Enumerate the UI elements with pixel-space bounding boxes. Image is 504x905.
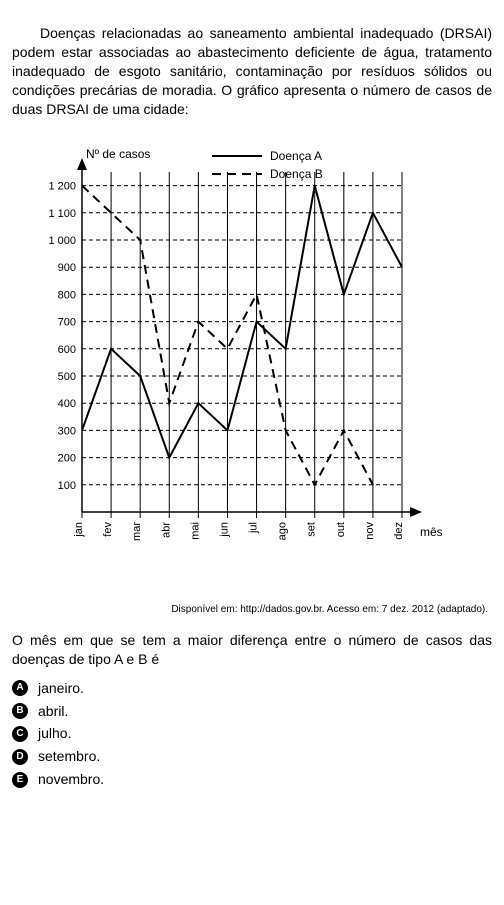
intro-paragraph: Doenças relacionadas ao saneamento ambie…: [12, 24, 492, 118]
option-text: novembro.: [38, 770, 104, 789]
option-bullet: C: [12, 726, 28, 742]
svg-text:mês: mês: [420, 525, 442, 539]
options-list: A janeiro. B abril. C julho. D setembro.…: [12, 679, 492, 789]
svg-text:jun: jun: [218, 522, 230, 538]
svg-text:500: 500: [58, 371, 76, 383]
svg-text:ago: ago: [277, 522, 289, 540]
option-bullet: E: [12, 772, 28, 788]
svg-text:nov: nov: [364, 522, 376, 540]
line-chart: Nº de casos 100 200 300 400 500 600 700 800 900 1 …: [12, 132, 442, 592]
option-d[interactable]: D setembro.: [12, 747, 492, 766]
svg-text:1 000: 1 000: [48, 235, 76, 247]
svg-text:jan: jan: [73, 522, 85, 538]
svg-text:dez: dez: [393, 522, 405, 540]
svg-text:300: 300: [58, 426, 76, 438]
svg-text:800: 800: [58, 290, 76, 302]
svg-text:100: 100: [58, 480, 76, 492]
svg-text:out: out: [335, 522, 347, 537]
chart-container: Nº de casos 100 200 300 400 500 600 700 800 900 1 …: [12, 132, 492, 597]
svg-text:600: 600: [58, 344, 76, 356]
option-bullet: B: [12, 703, 28, 719]
svg-text:1 200: 1 200: [48, 181, 76, 193]
svg-text:set: set: [306, 522, 318, 537]
svg-text:400: 400: [58, 399, 76, 411]
svg-text:1 100: 1 100: [48, 208, 76, 220]
svg-text:Doença A: Doença A: [270, 149, 322, 163]
option-b[interactable]: B abril.: [12, 702, 492, 721]
svg-text:mar: mar: [131, 522, 143, 541]
source-citation: Disponível em: http://dados.gov.br. Aces…: [12, 603, 488, 617]
svg-text:700: 700: [58, 317, 76, 329]
svg-text:abr: abr: [160, 522, 172, 538]
svg-text:Doença B: Doença B: [270, 167, 323, 181]
svg-text:mai: mai: [189, 522, 201, 540]
option-a[interactable]: A janeiro.: [12, 679, 492, 698]
svg-text:200: 200: [58, 453, 76, 465]
option-c[interactable]: C julho.: [12, 724, 492, 743]
option-bullet: D: [12, 749, 28, 765]
option-text: setembro.: [38, 747, 100, 766]
svg-text:900: 900: [58, 263, 76, 275]
option-text: julho.: [38, 724, 71, 743]
option-text: janeiro.: [38, 679, 84, 698]
option-bullet: A: [12, 680, 28, 696]
option-e[interactable]: E novembro.: [12, 770, 492, 789]
svg-text:Nº de casos: Nº de casos: [86, 147, 150, 161]
intro-text: Doenças relacionadas ao saneamento ambie…: [12, 25, 492, 117]
question-text: O mês em que se tem a maior diferença en…: [12, 631, 492, 669]
option-text: abril.: [38, 702, 68, 721]
svg-text:jul: jul: [248, 522, 260, 534]
svg-text:fev: fev: [102, 522, 114, 537]
